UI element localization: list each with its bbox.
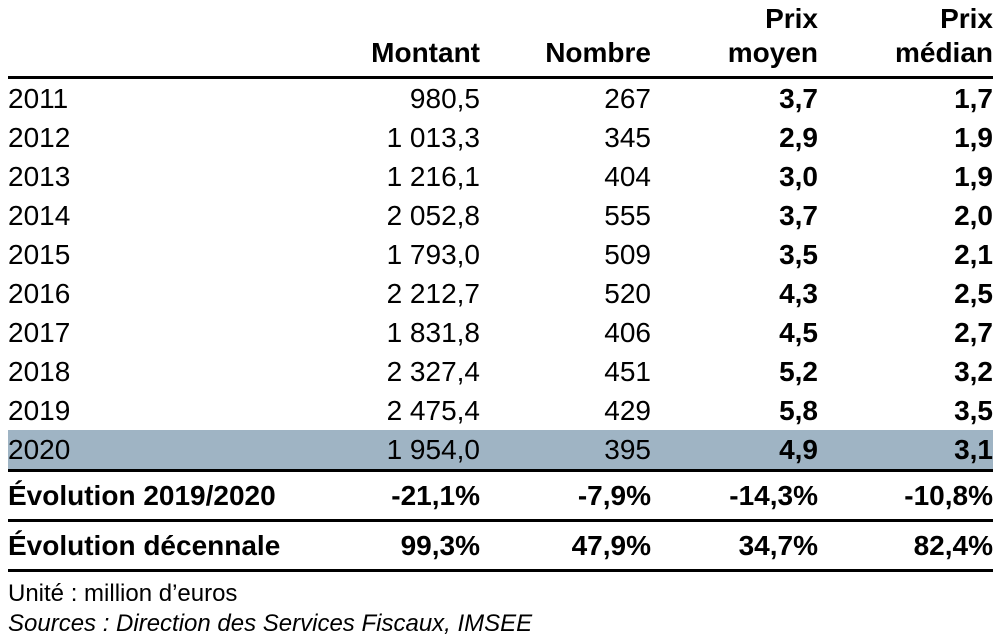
prix-median-cell: 3,5 xyxy=(954,394,993,426)
prix-moyen-cell: 2,9 xyxy=(779,121,818,153)
prix-median-cell: 3,1 xyxy=(954,433,993,465)
header-montant-line2: Montant xyxy=(371,36,480,68)
year-cell: 2017 xyxy=(8,316,71,348)
summary-label: Évolution 2019/2020 xyxy=(8,479,276,511)
montant-cell: -21,1% xyxy=(391,479,480,511)
table-row-2013: 2013 1 216,1 404 3,0 1,9 xyxy=(8,157,993,196)
table-row-2011: 2011 980,5 267 3,7 1,7 xyxy=(8,78,993,119)
table-row-2017: 2017 1 831,8 406 4,5 2,7 xyxy=(8,313,993,352)
header-prix-median: Prix médian xyxy=(818,2,993,78)
table-row-2014: 2014 2 052,8 555 3,7 2,0 xyxy=(8,196,993,235)
prix-moyen-cell: 3,7 xyxy=(779,82,818,114)
year-cell: 2013 xyxy=(8,160,71,192)
year-cell: 2018 xyxy=(8,355,71,387)
header-empty-cell xyxy=(8,2,368,78)
prix-median-cell: 2,7 xyxy=(954,316,993,348)
header-montant: Montant xyxy=(368,2,480,78)
nombre-cell: 520 xyxy=(604,277,651,309)
year-cell: 2012 xyxy=(8,121,71,153)
summary-row-evolution-decennale: Évolution décennale 99,3% 47,9% 34,7% 82… xyxy=(8,521,993,571)
sources-note: Sources : Direction des Services Fiscaux… xyxy=(8,610,533,634)
nombre-cell: 451 xyxy=(604,355,651,387)
table-row-2012: 2012 1 013,3 345 2,9 1,9 xyxy=(8,118,993,157)
table-row-2019: 2019 2 475,4 429 5,8 3,5 xyxy=(8,391,993,430)
year-cell: 2015 xyxy=(8,238,71,270)
prix-moyen-cell: 4,5 xyxy=(779,316,818,348)
prix-median-cell: 2,0 xyxy=(954,199,993,231)
year-cell: 2011 xyxy=(8,82,69,114)
prix-moyen-cell: 4,9 xyxy=(779,433,818,465)
table-row-2020-highlighted: 2020 1 954,0 395 4,9 3,1 xyxy=(8,430,993,471)
header-prix-median-line2: médian xyxy=(894,36,993,68)
montant-cell: 2 327,4 xyxy=(386,355,480,387)
montant-cell: 1 954,0 xyxy=(386,433,480,465)
nombre-cell: 47,9% xyxy=(571,529,651,561)
prix-moyen-cell: -14,3% xyxy=(729,479,818,511)
year-cell: 2016 xyxy=(8,277,71,309)
header-nombre: Nombre xyxy=(480,2,651,78)
nombre-cell: 404 xyxy=(604,160,651,192)
prix-moyen-cell: 3,7 xyxy=(779,199,818,231)
prix-median-cell: 2,5 xyxy=(954,277,993,309)
year-cell: 2019 xyxy=(8,394,71,426)
header-row: Montant Nombre Prix moyen Prix médian xyxy=(8,2,993,78)
montant-cell: 2 475,4 xyxy=(386,394,480,426)
unit-note: Unité : million d’euros xyxy=(8,580,238,608)
header-prix-median-line1: Prix xyxy=(940,3,993,34)
prix-median-cell: 1,7 xyxy=(954,82,993,114)
prix-moyen-cell: 5,2 xyxy=(779,355,818,387)
prix-moyen-cell: 4,3 xyxy=(779,277,818,309)
prix-median-cell: 2,1 xyxy=(954,238,993,270)
table-row-2016: 2016 2 212,7 520 4,3 2,5 xyxy=(8,274,993,313)
header-prix-moyen-line1: Prix xyxy=(765,3,818,34)
montant-cell: 1 216,1 xyxy=(386,160,480,192)
year-cell: 2020 xyxy=(8,433,71,465)
nombre-cell: 429 xyxy=(604,394,651,426)
nombre-cell: -7,9% xyxy=(577,479,651,511)
prix-median-cell: 1,9 xyxy=(954,160,993,192)
summary-label: Évolution décennale xyxy=(8,529,281,561)
header-nombre-line2: Nombre xyxy=(545,36,651,68)
nombre-cell: 406 xyxy=(604,316,651,348)
montant-cell: 980,5 xyxy=(409,82,480,114)
montant-cell: 2 052,8 xyxy=(386,199,480,231)
table-row-2018: 2018 2 327,4 451 5,2 3,2 xyxy=(8,352,993,391)
nombre-cell: 395 xyxy=(604,433,651,465)
montant-cell: 1 013,3 xyxy=(386,121,480,153)
nombre-cell: 555 xyxy=(604,199,651,231)
montant-cell: 2 212,7 xyxy=(386,277,480,309)
prix-median-cell: 1,9 xyxy=(954,121,993,153)
montant-cell: 1 793,0 xyxy=(386,238,480,270)
table-row-2015: 2015 1 793,0 509 3,5 2,1 xyxy=(8,235,993,274)
header-prix-moyen: Prix moyen xyxy=(651,2,818,78)
prix-median-cell: 82,4% xyxy=(913,529,993,561)
nombre-cell: 509 xyxy=(604,238,651,270)
summary-row-evolution-2019-2020: Évolution 2019/2020 -21,1% -7,9% -14,3% … xyxy=(8,471,993,521)
prix-moyen-cell: 5,8 xyxy=(779,394,818,426)
prix-moyen-cell: 3,5 xyxy=(779,238,818,270)
montant-cell: 1 831,8 xyxy=(386,316,480,348)
prix-median-cell: 3,2 xyxy=(954,355,993,387)
header-prix-moyen-line2: moyen xyxy=(727,36,818,68)
year-cell: 2014 xyxy=(8,199,71,231)
prix-median-cell: -10,8% xyxy=(904,479,993,511)
nombre-cell: 267 xyxy=(604,82,651,114)
yearly-statistics-table: Montant Nombre Prix moyen Prix médian 20… xyxy=(8,2,993,572)
prix-moyen-cell: 3,0 xyxy=(779,160,818,192)
prix-moyen-cell: 34,7% xyxy=(738,529,818,561)
table-notes: Unité : million d’euros Sources : Direct… xyxy=(8,579,993,634)
nombre-cell: 345 xyxy=(604,121,651,153)
montant-cell: 99,3% xyxy=(400,529,480,561)
